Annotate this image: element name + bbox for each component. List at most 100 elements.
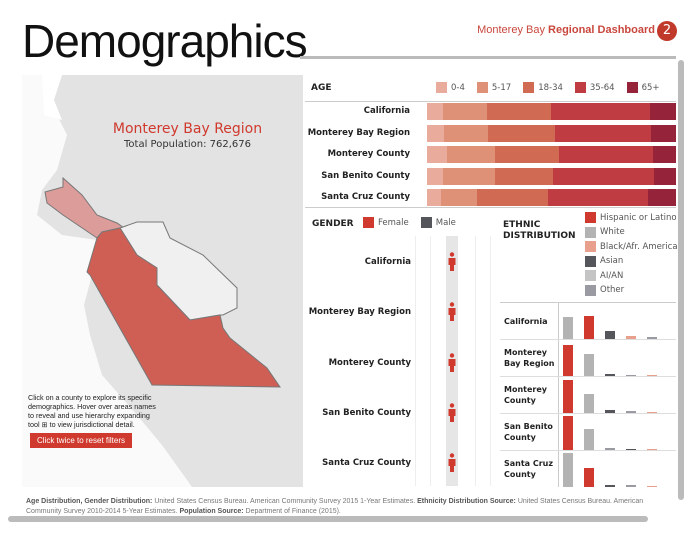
- age-row-label[interactable]: Monterey County: [327, 149, 410, 159]
- age-row-label[interactable]: Santa Cruz County: [321, 192, 410, 202]
- age-segment-35-64[interactable]: [553, 167, 655, 185]
- age-segment-18-34[interactable]: [487, 103, 552, 120]
- county-monterey[interactable]: [86, 227, 281, 388]
- legend-label: 18-34: [538, 82, 563, 93]
- legend-label: White: [600, 227, 625, 237]
- ethnic-bar[interactable]: [584, 316, 594, 339]
- ethnic-bar[interactable]: [584, 354, 594, 376]
- female-person-icon[interactable]: [447, 252, 457, 276]
- fn-b2: Ethnicity Distribution Source:: [417, 498, 516, 505]
- page-title: Demographics: [22, 15, 308, 67]
- age-segment-35-64[interactable]: [554, 124, 652, 142]
- page-number-badge[interactable]: 2: [657, 21, 677, 41]
- ethnic-bar[interactable]: [626, 374, 636, 376]
- age-segment-0-4[interactable]: [427, 124, 445, 142]
- female-person-icon[interactable]: [447, 453, 457, 477]
- legend-swatch: [626, 82, 638, 93]
- age-row-label[interactable]: California: [363, 106, 410, 116]
- age-segment-65+[interactable]: [653, 146, 677, 163]
- age-segment-5-17[interactable]: [446, 146, 496, 163]
- age-segment-18-34[interactable]: [494, 167, 554, 185]
- ethnic-bar[interactable]: [605, 484, 615, 487]
- ethnic-divider: [500, 302, 676, 303]
- ethnic-row-label[interactable]: Monterey County: [504, 385, 547, 405]
- gender-row-label[interactable]: Santa Cruz County: [322, 458, 411, 469]
- age-segment-0-4[interactable]: [427, 103, 444, 120]
- vertical-scrollbar[interactable]: [678, 60, 684, 500]
- ethnic-bar[interactable]: [605, 331, 615, 339]
- ethnic-bar[interactable]: [626, 335, 636, 339]
- ethnic-bar[interactable]: [563, 416, 573, 450]
- age-segment-65+[interactable]: [647, 189, 677, 206]
- ethnic-row-label[interactable]: California: [504, 317, 548, 326]
- ethnic-bar[interactable]: [563, 379, 573, 413]
- fn-b1: Age Distribution, Gender Distribution:: [26, 498, 153, 505]
- gender-row-label[interactable]: California: [364, 257, 411, 267]
- ethnic-row-label[interactable]: San Benito County: [504, 422, 553, 442]
- age-segment-0-4[interactable]: [427, 167, 444, 185]
- ethnic-bar[interactable]: [563, 453, 573, 487]
- gender-row-label[interactable]: San Benito County: [322, 407, 411, 418]
- gender-row-label[interactable]: Monterey Bay Region: [308, 307, 411, 318]
- age-bar[interactable]: [427, 103, 677, 120]
- row-divider: [500, 413, 676, 414]
- ethnic-bar[interactable]: [584, 429, 594, 450]
- age-bar[interactable]: [427, 189, 677, 206]
- fn-t2: United States Census Bureau. American Co…: [26, 498, 644, 515]
- ethnic-bar[interactable]: [584, 394, 594, 413]
- age-row-label[interactable]: Monterey Bay Region: [307, 127, 410, 138]
- age-bar[interactable]: [427, 167, 677, 185]
- age-segment-0-4[interactable]: [427, 189, 442, 206]
- ethnic-bar[interactable]: [563, 316, 573, 339]
- ethnic-bar[interactable]: [647, 485, 657, 487]
- female-person-icon[interactable]: [447, 302, 457, 326]
- gender-row-label[interactable]: Monterey County: [328, 357, 411, 368]
- age-segment-18-34[interactable]: [494, 146, 560, 163]
- horizontal-scrollbar[interactable]: [8, 516, 648, 522]
- age-segment-0-4[interactable]: [427, 146, 448, 163]
- ethnic-bar[interactable]: [605, 373, 615, 376]
- map-svg[interactable]: [22, 75, 303, 487]
- ethnic-bar[interactable]: [584, 467, 594, 487]
- age-segment-18-34[interactable]: [488, 124, 556, 142]
- legend-swatch: [585, 255, 596, 267]
- ethnic-bar[interactable]: [605, 409, 615, 413]
- map-instructions: Click on a county to explore its specifi…: [28, 393, 156, 429]
- ethnic-bar[interactable]: [647, 411, 657, 413]
- ethnic-bar[interactable]: [626, 411, 636, 413]
- ethnic-bar[interactable]: [626, 485, 636, 487]
- legend-swatch: [585, 226, 596, 238]
- reset-filters-button[interactable]: Click twice to reset filters: [30, 433, 132, 448]
- legend-item: 18-34: [523, 82, 563, 93]
- age-bar[interactable]: [427, 146, 677, 163]
- female-person-icon[interactable]: [447, 403, 457, 427]
- age-segment-5-17[interactable]: [444, 124, 489, 142]
- ethnic-bar[interactable]: [647, 374, 657, 376]
- ethnic-row-label[interactable]: Monterey Bay Region: [504, 348, 555, 368]
- bay-water: [42, 75, 62, 120]
- age-segment-5-17[interactable]: [440, 189, 478, 206]
- ethnic-bar[interactable]: [647, 337, 657, 339]
- age-segment-35-64[interactable]: [551, 103, 651, 120]
- female-person-icon[interactable]: [447, 352, 457, 377]
- county-map[interactable]: Monterey Bay Region Total Population: 76…: [22, 75, 303, 487]
- ethnic-bar[interactable]: [647, 448, 657, 450]
- fn-t1: United States Census Bureau. American Co…: [152, 498, 418, 505]
- ethnic-bar[interactable]: [626, 448, 636, 450]
- legend-swatch: [476, 82, 488, 93]
- age-segment-35-64[interactable]: [548, 189, 649, 206]
- age-segment-18-34[interactable]: [477, 189, 549, 206]
- age-segment-65+[interactable]: [650, 124, 677, 142]
- legend-swatch: [585, 212, 596, 223]
- age-bar[interactable]: [427, 124, 677, 142]
- age-segment-65+[interactable]: [649, 103, 677, 120]
- age-segment-5-17[interactable]: [442, 103, 488, 120]
- age-segment-35-64[interactable]: [559, 146, 654, 163]
- age-row-label[interactable]: San Benito County: [321, 170, 410, 181]
- age-segment-5-17[interactable]: [442, 167, 496, 185]
- ethnic-row-label[interactable]: Santa Cruz County: [504, 459, 554, 479]
- age-segment-65+[interactable]: [653, 167, 677, 185]
- ethnic-bar[interactable]: [605, 448, 615, 450]
- ethnic-bar[interactable]: [563, 344, 573, 376]
- legend-label: Male: [435, 217, 456, 228]
